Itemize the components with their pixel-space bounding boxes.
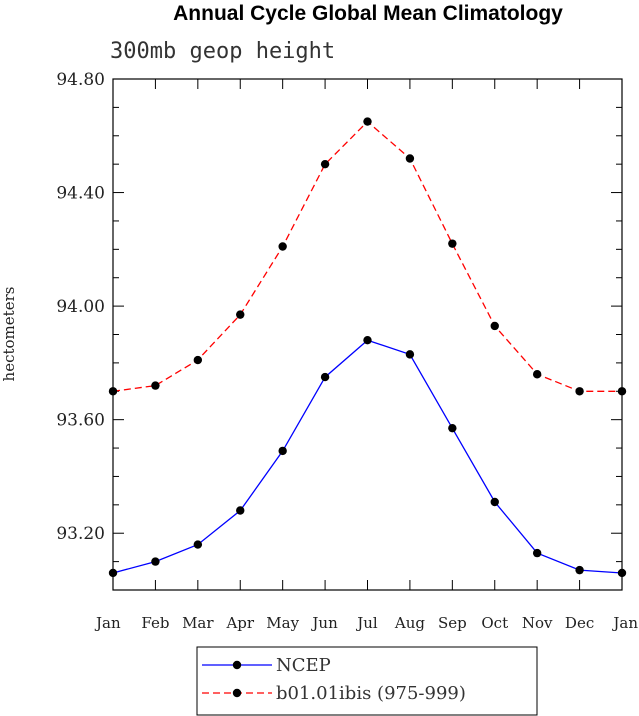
x-tick-label: Jul — [355, 614, 378, 632]
x-tick-label: Jan — [611, 614, 638, 632]
x-tick-label: May — [266, 614, 299, 632]
legend-label: NCEP — [276, 655, 331, 676]
data-point — [108, 387, 118, 396]
data-point — [532, 370, 542, 379]
data-point — [236, 310, 245, 319]
data-point — [151, 557, 160, 566]
data-point — [193, 355, 203, 365]
data-point — [320, 159, 330, 169]
legend-marker — [232, 660, 242, 670]
data-point — [490, 321, 499, 331]
x-axis: Jan Feb Mar Apr May Jun Jul Aug Sep Oct Nov Dec Jan — [94, 79, 638, 632]
x-tick-label: Jan — [94, 614, 121, 632]
x-tick-label: Sep — [438, 614, 467, 632]
legend-marker — [232, 688, 242, 698]
data-point — [193, 540, 203, 549]
x-tick-label: Apr — [225, 614, 254, 632]
data-point — [405, 154, 415, 163]
x-tick-label: Jun — [310, 614, 338, 632]
chart-title: Annual Cycle Global Mean Climatology — [173, 2, 563, 25]
series-layer — [108, 117, 627, 578]
x-tick-label: Oct — [481, 614, 508, 632]
data-point — [278, 242, 287, 251]
data-point — [448, 423, 457, 433]
legend-box — [196, 646, 538, 716]
y-tick-label: 94.40 — [56, 184, 105, 204]
x-tick-label: Feb — [141, 614, 169, 632]
data-point — [448, 239, 457, 248]
series-line-0 — [112, 339, 623, 574]
x-tick-label: Mar — [182, 614, 214, 632]
data-point — [617, 568, 627, 578]
y-tick-label: 93.20 — [56, 524, 105, 544]
y-tick-label: 94.00 — [56, 297, 105, 317]
data-point — [236, 506, 245, 515]
chart-subtitle: 300mb geop height — [110, 39, 335, 64]
y-tick-label: 94.80 — [56, 70, 105, 90]
data-point — [575, 565, 584, 575]
data-point — [363, 117, 372, 126]
plot-frame — [112, 78, 623, 591]
data-point — [278, 446, 287, 456]
data-point — [151, 381, 160, 390]
data-point — [617, 387, 627, 396]
legend-label: b01.01ibis (975-999) — [276, 683, 466, 704]
data-point — [320, 372, 330, 382]
data-point — [490, 497, 499, 507]
legend: NCEP b01.01ibis (975-999) — [196, 646, 538, 716]
series-line-1 — [112, 120, 622, 392]
x-tick-label: Nov — [522, 614, 553, 632]
x-tick-label: Dec — [565, 614, 594, 632]
data-point — [532, 548, 542, 558]
y-tick-label: 93.60 — [56, 411, 105, 431]
data-point — [363, 335, 372, 345]
y-axis: 93.20 93.60 94.00 94.40 94.80 — [56, 70, 622, 591]
data-point — [108, 568, 118, 578]
data-point — [575, 387, 584, 396]
y-axis-label: hectometers — [0, 287, 18, 382]
x-tick-label: Aug — [394, 614, 425, 632]
data-point — [405, 350, 415, 359]
